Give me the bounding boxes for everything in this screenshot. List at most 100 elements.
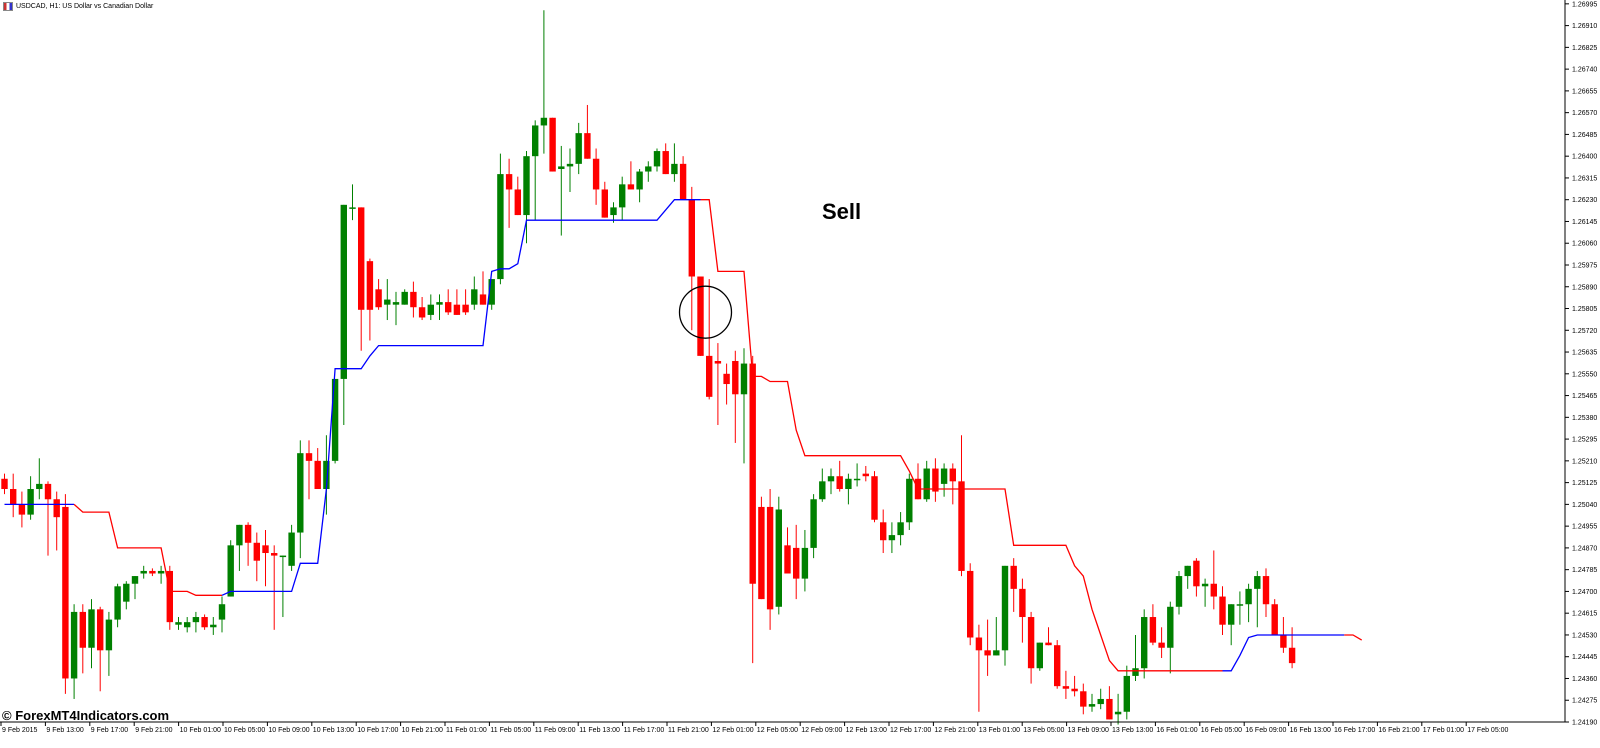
candle-body — [227, 545, 234, 597]
time-tick-label: 9 Feb 2015 — [2, 727, 38, 734]
candle — [514, 176, 521, 216]
candle-body — [192, 617, 200, 623]
candle — [1184, 565, 1191, 589]
candle-body — [340, 204, 347, 379]
candle — [184, 617, 191, 633]
candle-body — [184, 622, 191, 628]
candle — [758, 496, 765, 600]
candle — [671, 143, 678, 182]
candle-body — [1280, 634, 1287, 648]
candle — [1097, 688, 1104, 710]
candle — [349, 184, 356, 221]
price-tick-label: 1.25465 — [1572, 393, 1597, 400]
price-tick-label: 1.26485 — [1572, 132, 1597, 139]
price-ticks: 1.26995 1.26910 1.26825 1.26740 1.26655 1.265… — [1565, 1, 1597, 727]
candle — [140, 565, 147, 579]
candle — [157, 565, 165, 584]
candle — [166, 565, 173, 630]
candle — [97, 606, 104, 692]
candle — [123, 581, 130, 610]
candle-body — [940, 468, 948, 484]
candle — [175, 617, 182, 630]
candle-body — [871, 476, 878, 520]
candle-body — [766, 506, 774, 610]
candle — [984, 619, 991, 676]
candle — [662, 143, 669, 175]
candle-body — [880, 522, 887, 541]
candle — [801, 529, 809, 592]
candle — [784, 527, 791, 574]
candle-body — [1219, 596, 1226, 625]
candle-body — [592, 158, 600, 190]
candle — [949, 463, 956, 505]
candle-body — [1167, 606, 1174, 648]
candle — [131, 576, 139, 600]
price-tick-label: 1.24870 — [1572, 545, 1597, 552]
candle-body — [1228, 604, 1235, 625]
candle — [723, 363, 730, 405]
time-tick-label: 16 Feb 21:00 — [1378, 727, 1419, 734]
price-tick-label: 1.24955 — [1572, 524, 1597, 531]
candle — [1036, 642, 1043, 671]
candle-body — [923, 468, 930, 500]
candle — [775, 496, 782, 615]
candle — [436, 294, 443, 321]
candle-body — [1080, 691, 1087, 707]
price-tick-label: 1.25635 — [1572, 350, 1597, 357]
candle — [497, 153, 504, 285]
candle-body — [523, 156, 530, 216]
candle-body — [532, 125, 539, 157]
trend-segment — [1344, 634, 1363, 641]
candle-body — [114, 586, 121, 620]
candle-body — [1271, 604, 1278, 635]
time-tick-label: 11 Feb 17:00 — [624, 727, 665, 734]
time-tick-label: 9 Feb 21:00 — [135, 727, 172, 734]
candle — [584, 104, 591, 159]
candle-body — [358, 207, 365, 310]
candle — [1106, 686, 1113, 720]
candle-body — [79, 611, 86, 648]
candle — [44, 481, 52, 556]
time-tick-label: 12 Feb 13:00 — [846, 727, 887, 734]
candle-body — [836, 476, 843, 490]
candle — [645, 161, 652, 182]
time-tick-label: 12 Feb 05:00 — [757, 727, 798, 734]
candle-body — [436, 302, 443, 305]
candle — [1010, 558, 1017, 612]
candle — [1123, 665, 1130, 720]
candle-body — [1010, 565, 1017, 589]
candle-body — [1071, 688, 1078, 692]
candle — [732, 350, 739, 443]
candle-body — [462, 304, 469, 313]
candle-body — [18, 504, 26, 515]
candle-body — [732, 361, 739, 395]
candle-body — [619, 184, 626, 208]
candle-body — [305, 453, 313, 461]
candle — [1071, 675, 1078, 697]
candle-body — [1054, 645, 1061, 687]
candle-body — [949, 468, 956, 482]
price-tick-label: 1.25040 — [1572, 502, 1597, 509]
candle-body — [453, 304, 461, 315]
candle-body — [314, 460, 321, 490]
candle-body — [149, 570, 156, 574]
candle-body — [366, 261, 374, 310]
candle — [462, 289, 469, 315]
candle-body — [505, 174, 513, 190]
symbol-header: USDCAD, H1: US Dollar vs Canadian Dollar — [3, 2, 153, 11]
candle-body — [1001, 565, 1009, 651]
candles-layer — [1, 10, 1296, 725]
candle-body — [775, 509, 782, 607]
candle — [975, 624, 983, 712]
price-tick-label: 1.26655 — [1572, 88, 1597, 95]
time-tick-label: 17 Feb 05:00 — [1467, 727, 1508, 734]
candle-body — [853, 478, 861, 481]
candle-body — [271, 553, 278, 556]
candle — [244, 522, 252, 566]
candle — [1001, 565, 1009, 666]
candle-body — [445, 302, 452, 313]
trend-segment — [221, 199, 701, 596]
candle — [27, 476, 34, 520]
candle — [253, 532, 260, 582]
